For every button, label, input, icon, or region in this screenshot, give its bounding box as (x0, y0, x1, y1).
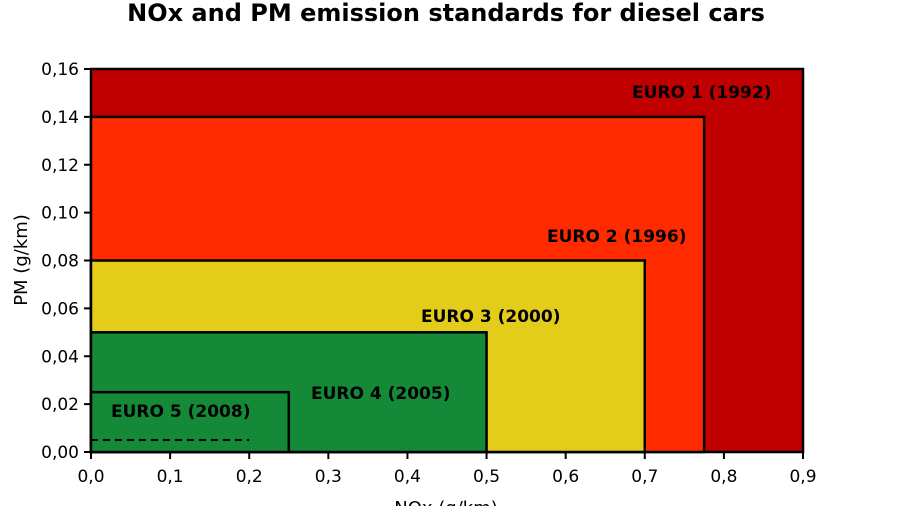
x-tick-label: 0,9 (789, 467, 816, 487)
region-label-euro-2-1996: EURO 2 (1996) (547, 227, 686, 247)
x-tick-label: 0,6 (552, 467, 579, 487)
y-tick-label: 0,10 (41, 204, 79, 224)
y-tick-label: 0,04 (41, 347, 79, 367)
x-tick-label: 0,0 (77, 467, 104, 487)
region-label-euro-3-2000: EURO 3 (2000) (421, 307, 560, 327)
y-tick-label: 0,00 (41, 443, 79, 463)
y-tick-label: 0,06 (41, 299, 79, 319)
x-tick-label: 0,7 (631, 467, 658, 487)
x-tick-label: 0,8 (710, 467, 737, 487)
x-tick-label: 0,1 (157, 467, 184, 487)
y-tick-label: 0,14 (41, 108, 79, 128)
y-tick-label: 0,12 (41, 156, 79, 176)
region-label-euro-5-2008: EURO 5 (2008) (111, 402, 250, 422)
region-labels-layer: EURO 1 (1992) EURO 2 (1996) EURO 3 (2000) E… (111, 83, 771, 422)
chart-title: NOx and PM emission standards for diesel… (127, 0, 765, 27)
x-tick-label: 0,2 (236, 467, 263, 487)
x-tick-label: 0,3 (315, 467, 342, 487)
x-axis-label: NOx (g/km) (394, 498, 498, 506)
region-label-euro-1-1992: EURO 1 (1992) (632, 83, 771, 103)
x-tick-label: 0,5 (473, 467, 500, 487)
axes-layer: 0,0 0,1 0,2 0,3 0,4 0,5 0,6 0,7 0,8 0,9 0,00 0,02 0,… (41, 60, 816, 487)
y-tick-label: 0,16 (41, 60, 79, 80)
x-tick-label: 0,4 (394, 467, 421, 487)
region-label-euro-4-2005: EURO 4 (2005) (311, 384, 450, 404)
y-tick-label: 0,02 (41, 395, 79, 415)
y-tick-label: 0,08 (41, 252, 79, 272)
y-axis-label: PM (g/km) (11, 214, 32, 306)
regions-layer (89, 67, 805, 454)
